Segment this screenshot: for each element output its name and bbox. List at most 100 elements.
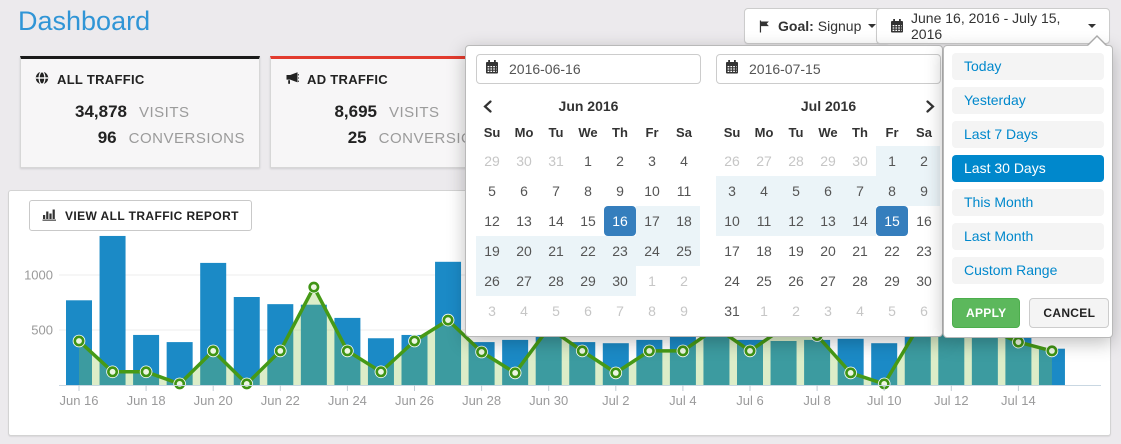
calendar-day[interactable]: 11 [748, 206, 780, 236]
calendar-day[interactable]: 16 [916, 213, 932, 229]
calendar-day[interactable]: 9 [680, 303, 688, 319]
calendar-day[interactable]: 7 [616, 303, 624, 319]
range-option-last-7-days[interactable]: Last 7 Days [952, 121, 1104, 148]
calendar-day[interactable]: 1 [760, 303, 768, 319]
calendar-day[interactable]: 30 [916, 273, 932, 289]
calendar-day[interactable]: 2 [792, 303, 800, 319]
calendar-day[interactable]: 23 [604, 236, 636, 266]
cancel-button[interactable]: CANCEL [1029, 298, 1110, 328]
calendar-day[interactable]: 25 [668, 236, 700, 266]
calendar-day[interactable]: 20 [508, 236, 540, 266]
range-option-today[interactable]: Today [952, 53, 1104, 80]
calendar-day[interactable]: 27 [820, 273, 836, 289]
calendar-day[interactable]: 29 [820, 153, 836, 169]
calendar-day[interactable]: 31 [548, 153, 564, 169]
calendar-day[interactable]: 6 [920, 303, 928, 319]
calendar-day[interactable]: 11 [676, 183, 692, 199]
calendar-day[interactable]: 4 [520, 303, 528, 319]
calendar-day[interactable]: 15 [876, 206, 908, 236]
calendar-day[interactable]: 29 [884, 273, 900, 289]
prev-month-button[interactable] [476, 95, 498, 117]
calendar-day[interactable]: 12 [484, 213, 500, 229]
calendar-day[interactable]: 30 [516, 153, 532, 169]
calendar-day[interactable]: 2 [680, 273, 688, 289]
calendar-day[interactable]: 3 [824, 303, 832, 319]
calendar-day[interactable]: 6 [584, 303, 592, 319]
apply-button[interactable]: APPLY [952, 298, 1021, 328]
range-option-custom-range[interactable]: Custom Range [952, 257, 1104, 284]
calendar-day[interactable]: 21 [852, 243, 868, 259]
calendar-day[interactable]: 6 [812, 176, 844, 206]
calendar-day[interactable]: 31 [724, 303, 740, 319]
calendar-day[interactable]: 13 [516, 213, 532, 229]
calendar-day[interactable]: 1 [648, 273, 656, 289]
calendar-day[interactable]: 17 [724, 243, 740, 259]
calendar-day[interactable]: 13 [812, 206, 844, 236]
calendar-day[interactable]: 14 [844, 206, 876, 236]
calendar-day[interactable]: 26 [724, 153, 740, 169]
calendar-day[interactable]: 3 [488, 303, 496, 319]
calendar-day[interactable]: 6 [520, 183, 528, 199]
calendar-day[interactable]: 5 [552, 303, 560, 319]
calendar-day[interactable]: 29 [572, 266, 604, 296]
calendar-day[interactable]: 24 [724, 273, 740, 289]
calendar-day[interactable]: 5 [488, 183, 496, 199]
calendar-day[interactable]: 15 [580, 213, 596, 229]
calendar-day[interactable]: 23 [916, 243, 932, 259]
range-option-last-30-days[interactable]: Last 30 Days [952, 155, 1104, 182]
calendar-day[interactable]: 9 [908, 176, 940, 206]
calendar-day[interactable]: 18 [668, 206, 700, 236]
calendar-day[interactable]: 28 [540, 266, 572, 296]
calendar-day[interactable]: 27 [508, 266, 540, 296]
calendar-day[interactable]: 7 [552, 183, 560, 199]
calendar-day[interactable]: 1 [876, 146, 908, 176]
calendar-day[interactable]: 22 [572, 236, 604, 266]
calendar-day[interactable]: 2 [616, 153, 624, 169]
calendar-day[interactable]: 12 [780, 206, 812, 236]
next-month-button[interactable] [919, 95, 941, 117]
end-date-field[interactable] [716, 54, 941, 84]
calendar-day[interactable]: 21 [540, 236, 572, 266]
calendar-day[interactable]: 3 [716, 176, 748, 206]
calendar-day[interactable]: 17 [636, 206, 668, 236]
calendar-day[interactable]: 2 [908, 146, 940, 176]
calendar-day[interactable]: 30 [852, 153, 868, 169]
date-range-button[interactable]: June 16, 2016 - July 15, 2016 [876, 8, 1110, 44]
calendar-day[interactable]: 26 [788, 273, 804, 289]
calendar-day[interactable]: 8 [584, 183, 592, 199]
calendar-day[interactable]: 20 [820, 243, 836, 259]
calendar-day[interactable]: 19 [788, 243, 804, 259]
calendar-day[interactable]: 28 [788, 153, 804, 169]
calendar-day[interactable]: 4 [748, 176, 780, 206]
range-option-this-month[interactable]: This Month [952, 189, 1104, 216]
goal-dropdown-button[interactable]: Goal: Signup [744, 8, 891, 44]
calendar-day[interactable]: 14 [548, 213, 564, 229]
calendar-day[interactable]: 3 [648, 153, 656, 169]
start-date-input[interactable] [507, 60, 671, 78]
view-all-traffic-report-button[interactable]: VIEW ALL TRAFFIC REPORT [29, 200, 252, 231]
calendar-day[interactable]: 4 [856, 303, 864, 319]
calendar-day[interactable]: 1 [584, 153, 592, 169]
calendar-day[interactable]: 30 [604, 266, 636, 296]
calendar-day[interactable]: 10 [716, 206, 748, 236]
calendar-day[interactable]: 22 [884, 243, 900, 259]
range-option-yesterday[interactable]: Yesterday [952, 87, 1104, 114]
calendar-day[interactable]: 9 [616, 183, 624, 199]
range-option-last-month[interactable]: Last Month [952, 223, 1104, 250]
calendar-day[interactable]: 10 [644, 183, 660, 199]
calendar-day[interactable]: 27 [756, 153, 772, 169]
calendar-day[interactable]: 28 [852, 273, 868, 289]
calendar-day[interactable]: 5 [780, 176, 812, 206]
calendar-day[interactable]: 7 [844, 176, 876, 206]
calendar-day[interactable]: 16 [604, 206, 636, 236]
calendar-day[interactable]: 5 [888, 303, 896, 319]
calendar-day[interactable]: 4 [680, 153, 688, 169]
calendar-day[interactable]: 8 [648, 303, 656, 319]
start-date-field[interactable] [476, 54, 701, 84]
calendar-day[interactable]: 24 [636, 236, 668, 266]
calendar-day[interactable]: 19 [476, 236, 508, 266]
calendar-day[interactable]: 29 [484, 153, 500, 169]
calendar-day[interactable]: 8 [876, 176, 908, 206]
calendar-day[interactable]: 26 [476, 266, 508, 296]
calendar-day[interactable]: 25 [756, 273, 772, 289]
